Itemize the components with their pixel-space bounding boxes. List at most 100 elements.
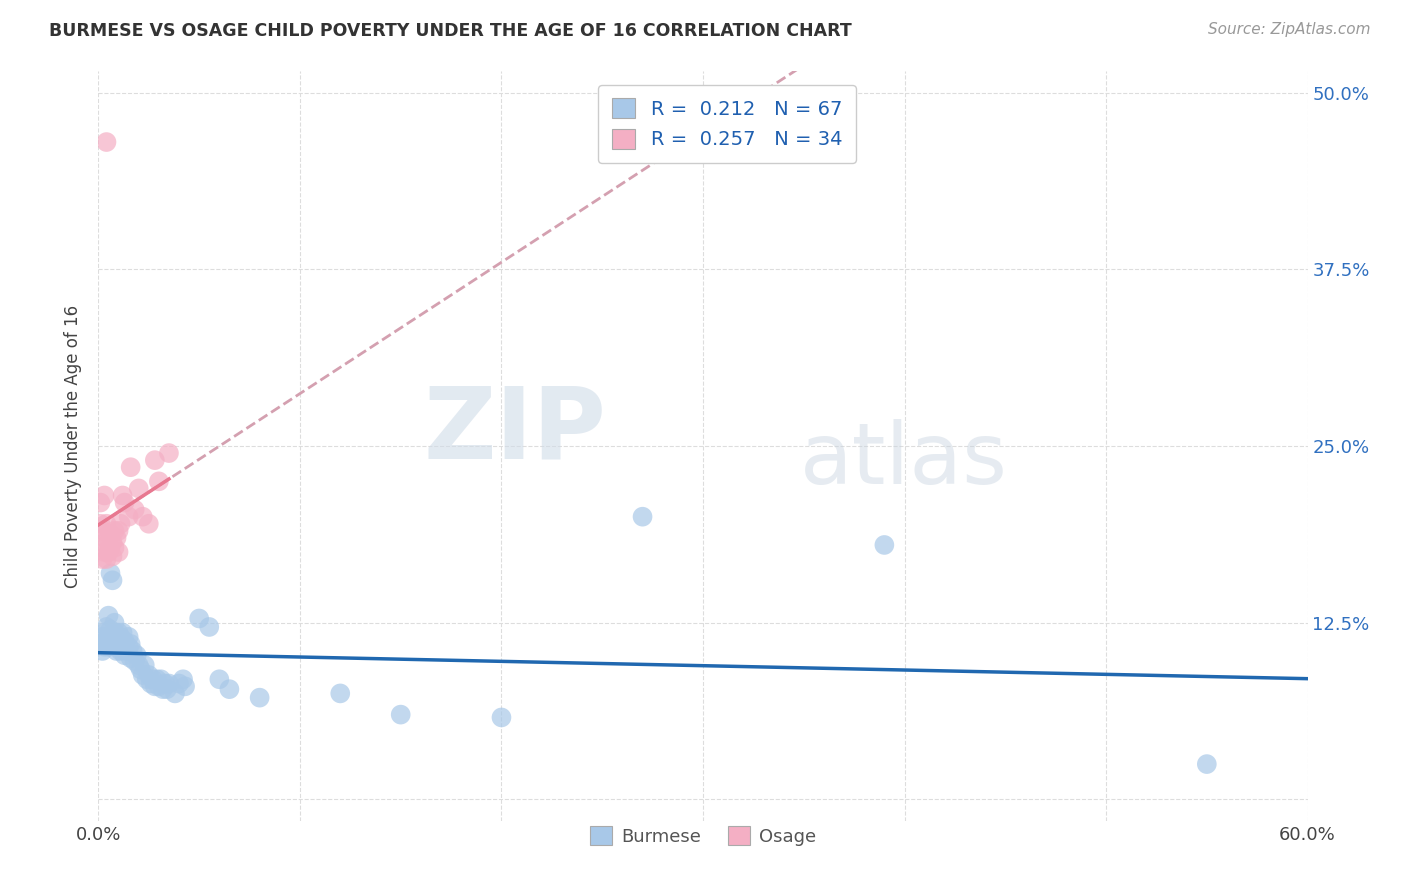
Point (93, 625, 115, 640)
Point (111, 488, 134, 502)
Point (96, 552, 118, 566)
Point (100, 637, 122, 651)
Point (143, 679, 166, 693)
Point (93, 531, 115, 545)
Point (96, 620, 118, 634)
Point (249, 690, 271, 705)
Point (101, 634, 124, 648)
Point (107, 545, 129, 559)
Point (124, 502, 146, 516)
Point (110, 644, 132, 658)
Point (149, 673, 172, 687)
Point (118, 509, 141, 524)
Point (110, 516, 132, 531)
Point (91, 524, 114, 538)
Point (129, 662, 152, 676)
Point (107, 524, 129, 538)
Point (218, 682, 240, 697)
Point (89, 637, 111, 651)
Point (148, 679, 170, 693)
Point (89, 516, 111, 531)
Point (107, 625, 129, 640)
Point (114, 648, 136, 663)
Point (139, 676, 162, 690)
Point (89, 495, 111, 509)
Point (97, 545, 120, 559)
Point (97, 640, 120, 654)
Point (132, 509, 155, 524)
Point (138, 668, 160, 682)
Point (157, 676, 180, 690)
Point (100, 541, 122, 555)
Y-axis label: Child Poverty Under the Age of 16: Child Poverty Under the Age of 16 (65, 304, 83, 588)
Point (118, 640, 141, 654)
Point (93, 545, 115, 559)
Legend: Burmese, Osage: Burmese, Osage (583, 819, 823, 853)
Point (105, 531, 128, 545)
Point (91, 552, 114, 566)
Point (115, 644, 138, 658)
Point (120, 651, 142, 665)
Point (97, 608, 120, 623)
Text: atlas: atlas (800, 419, 1008, 502)
Point (125, 648, 148, 663)
Point (101, 535, 124, 549)
Point (103, 541, 125, 555)
Point (132, 668, 155, 682)
Point (148, 475, 170, 489)
Point (91, 630, 114, 644)
Point (135, 673, 157, 687)
Point (97, 630, 120, 644)
Point (172, 673, 194, 687)
Text: BURMESE VS OSAGE CHILD POVERTY UNDER THE AGE OF 16 CORRELATION CHART: BURMESE VS OSAGE CHILD POVERTY UNDER THE… (49, 22, 852, 40)
Text: ZIP: ZIP (423, 383, 606, 480)
Point (118, 630, 141, 644)
Point (111, 625, 134, 640)
Point (96, 634, 118, 648)
Point (153, 676, 176, 690)
Point (208, 673, 231, 687)
Point (152, 682, 174, 697)
Point (389, 707, 412, 722)
Point (93, 640, 115, 654)
Point (107, 640, 129, 654)
Point (105, 630, 128, 644)
Point (491, 710, 513, 724)
Point (873, 538, 896, 552)
Point (121, 644, 143, 658)
Point (198, 620, 221, 634)
Point (114, 634, 136, 648)
Point (120, 460, 142, 475)
Point (101, 574, 124, 588)
Point (93, 488, 115, 502)
Point (120, 637, 142, 651)
Point (163, 686, 186, 700)
Point (128, 658, 150, 673)
Point (97, 531, 120, 545)
Point (143, 453, 166, 467)
Point (157, 446, 180, 460)
Point (91, 644, 114, 658)
Point (96, 538, 118, 552)
Point (105, 644, 128, 658)
Point (329, 686, 352, 700)
Point (138, 516, 160, 531)
Point (174, 679, 197, 693)
Point (167, 676, 190, 690)
Point (101, 549, 124, 564)
Point (103, 524, 125, 538)
Point (134, 658, 156, 673)
Point (146, 673, 169, 687)
Point (110, 630, 132, 644)
Point (1195, 757, 1218, 772)
Point (188, 611, 211, 625)
Point (124, 654, 146, 668)
Text: Source: ZipAtlas.com: Source: ZipAtlas.com (1208, 22, 1371, 37)
Point (631, 509, 654, 524)
Point (103, 615, 125, 630)
Point (100, 566, 122, 581)
Point (100, 526, 122, 541)
Point (103, 640, 125, 654)
Point (103, 625, 125, 640)
Point (114, 495, 136, 509)
